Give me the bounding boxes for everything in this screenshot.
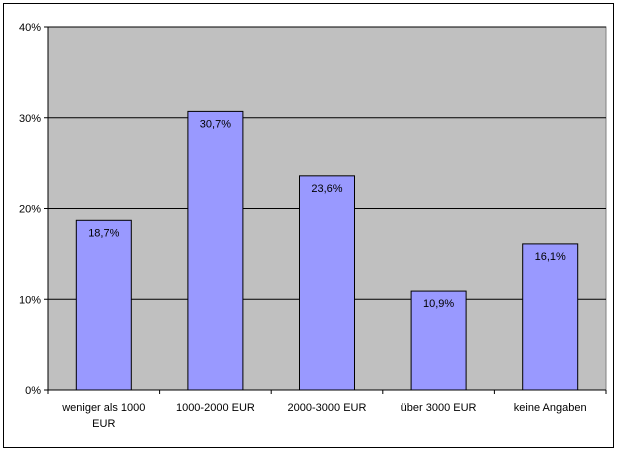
x-tick-label: EUR	[92, 418, 115, 430]
bar	[187, 110, 244, 391]
data-label: 10,9%	[423, 298, 454, 310]
x-tick-label: keine Angaben	[514, 402, 587, 414]
y-tick-label: 10%	[19, 294, 41, 306]
y-tick-label: 0%	[25, 385, 41, 397]
x-tick-label: weniger als 1000	[61, 402, 145, 414]
data-label: 30,7%	[200, 118, 231, 130]
y-tick-label: 40%	[19, 22, 41, 34]
y-tick-label: 30%	[19, 113, 41, 125]
bar	[522, 243, 579, 391]
data-label: 23,6%	[311, 183, 342, 195]
bar	[410, 290, 467, 391]
data-label: 18,7%	[88, 227, 119, 239]
x-tick-label: 1000-2000 EUR	[176, 402, 255, 414]
bar	[75, 219, 132, 391]
y-tick-label: 20%	[19, 204, 41, 216]
x-tick-label: über 3000 EUR	[401, 402, 477, 414]
bar	[299, 175, 355, 391]
x-tick-label: 2000-3000 EUR	[288, 402, 367, 414]
data-label: 16,1%	[535, 251, 566, 263]
